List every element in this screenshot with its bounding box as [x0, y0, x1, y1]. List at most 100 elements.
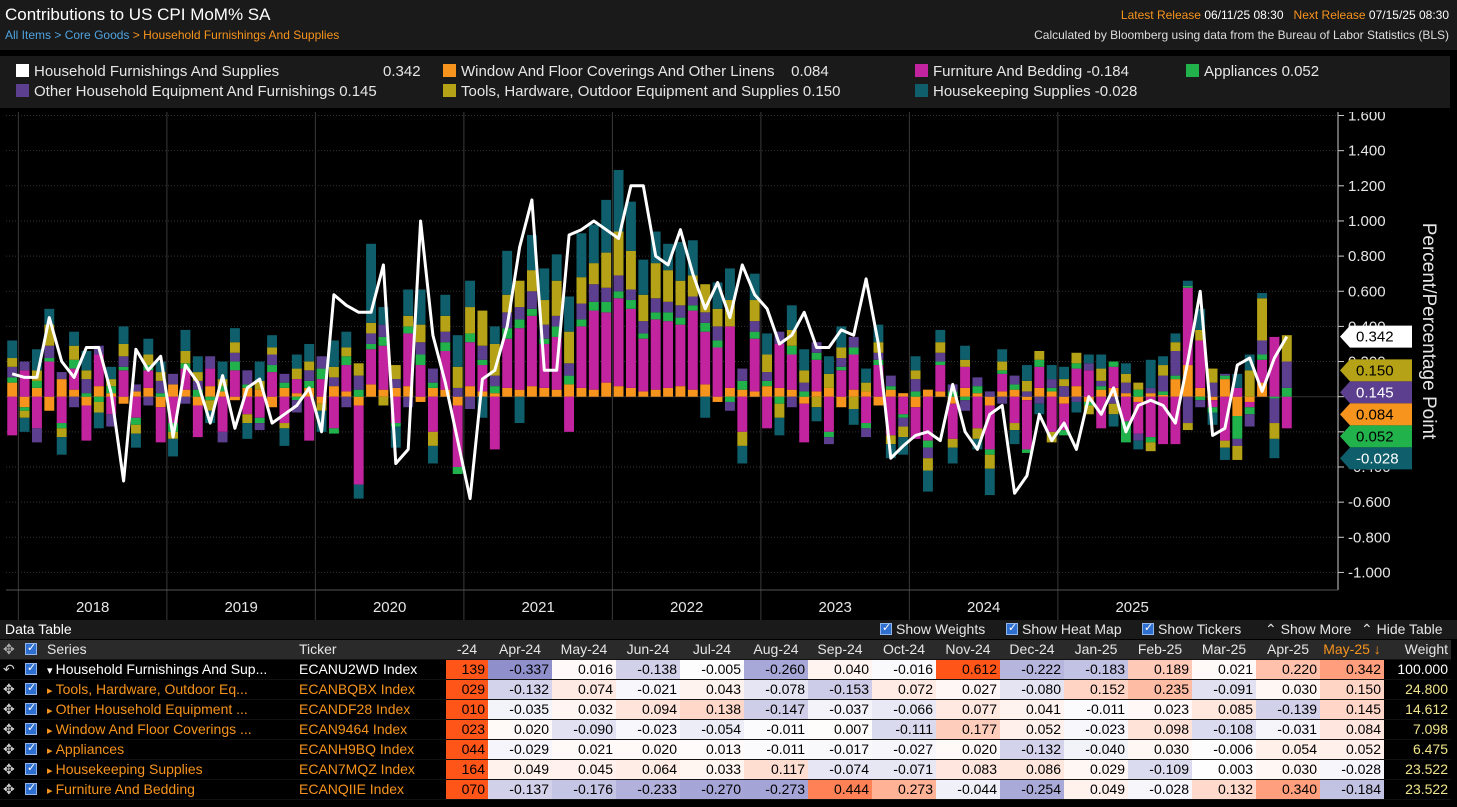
value-cell[interactable]: 0.152	[1064, 679, 1128, 700]
expand-down-icon[interactable]: ▾	[47, 665, 56, 677]
value-cell[interactable]: 0.612	[936, 659, 1000, 680]
value-cell[interactable]: -0.260	[744, 659, 808, 680]
series-cell[interactable]: ▾ Household Furnishings And Sup...	[44, 659, 296, 680]
move-handle-icon[interactable]: ✥	[0, 759, 22, 780]
value-cell[interactable]: -0.021	[616, 679, 680, 700]
value-cell[interactable]: -0.040	[1064, 739, 1128, 760]
expand-right-icon[interactable]: ▸	[47, 745, 56, 757]
value-cell[interactable]: -0.139	[1256, 699, 1320, 720]
value-cell[interactable]: -0.147	[744, 699, 808, 720]
value-cell[interactable]: 0.040	[808, 659, 872, 680]
move-handle-icon[interactable]: ✥	[0, 739, 22, 760]
value-cell[interactable]: -0.132	[1000, 739, 1064, 760]
show-tickers-toggle[interactable]: Show Tickers	[1142, 621, 1241, 637]
value-cell[interactable]: -0.028	[1128, 779, 1192, 800]
column-header-month[interactable]: Oct-24	[872, 640, 936, 660]
row-checkbox[interactable]	[22, 779, 44, 800]
ticker-cell[interactable]: ECANQIIE Index	[296, 779, 446, 800]
value-cell[interactable]: -0.005	[680, 659, 744, 680]
value-cell[interactable]: 0.021	[1192, 659, 1256, 680]
value-cell[interactable]: 0.016	[552, 659, 616, 680]
breadcrumb-all-items[interactable]: All Items	[5, 28, 52, 42]
value-cell[interactable]: 0.003	[1192, 759, 1256, 780]
table-row[interactable]: ✥ ▸ Other Household Equipment ...ECANDF2…	[0, 699, 1451, 720]
value-cell[interactable]: 0.177	[936, 719, 1000, 740]
value-cell[interactable]: 0.032	[552, 699, 616, 720]
value-cell[interactable]: 0.117	[744, 759, 808, 780]
value-cell[interactable]: -0.023	[616, 719, 680, 740]
ticker-cell[interactable]: ECAN9464 Index	[296, 719, 446, 740]
legend-item-housekeeping[interactable]: Housekeeping Supplies -0.028	[915, 83, 1137, 100]
row-checkbox[interactable]	[22, 739, 44, 760]
column-header-month[interactable]: Dec-24	[1000, 640, 1064, 660]
legend-item-window[interactable]: Window And Floor Coverings And Other Lin…	[443, 63, 829, 80]
expand-right-icon[interactable]: ▸	[47, 705, 56, 717]
value-cell[interactable]: 0.043	[680, 679, 744, 700]
table-row[interactable]: ↶ ▾ Household Furnishings And Sup...ECAN…	[0, 659, 1451, 680]
move-handle-icon[interactable]: ✥	[0, 779, 22, 800]
column-header-month[interactable]: Aug-24	[744, 640, 808, 660]
show-more-button[interactable]: ⌃ Show More	[1265, 621, 1351, 638]
value-cell[interactable]: -0.108	[1192, 719, 1256, 740]
value-cell[interactable]: 0.049	[488, 759, 552, 780]
value-cell[interactable]: -0.111	[872, 719, 936, 740]
column-header-month[interactable]: Jan-25	[1064, 640, 1128, 660]
column-header-month[interactable]: May-24	[552, 640, 616, 660]
value-cell[interactable]: 0.041	[1000, 699, 1064, 720]
value-cell[interactable]: -0.270	[680, 779, 744, 800]
column-header-month[interactable]: -24	[446, 640, 488, 660]
show-weights-toggle[interactable]: Show Weights	[880, 621, 985, 637]
show-heat-map-toggle[interactable]: Show Heat Map	[1006, 621, 1122, 637]
value-cell[interactable]: 0.340	[1256, 779, 1320, 800]
value-cell[interactable]: -0.028	[1320, 759, 1384, 780]
column-header-month[interactable]: Nov-24	[936, 640, 1000, 660]
value-cell[interactable]: -0.035	[488, 699, 552, 720]
column-header-month[interactable]: Jul-24	[680, 640, 744, 660]
select-all-checkbox[interactable]	[22, 640, 44, 660]
column-header-ticker[interactable]: Ticker	[296, 640, 446, 660]
column-header-month[interactable]: Feb-25	[1128, 640, 1192, 660]
value-cell[interactable]: 0.083	[936, 759, 1000, 780]
row-checkbox[interactable]	[22, 699, 44, 720]
expand-right-icon[interactable]: ▸	[47, 785, 56, 797]
value-cell[interactable]: -0.137	[488, 779, 552, 800]
breadcrumb-core-goods[interactable]: Core Goods	[64, 28, 130, 42]
column-header-month[interactable]: Sep-24	[808, 640, 872, 660]
value-cell[interactable]: 0.072	[872, 679, 936, 700]
value-cell[interactable]: -0.184	[1320, 779, 1384, 800]
column-header-month[interactable]: Mar-25	[1192, 640, 1256, 660]
value-cell[interactable]: 0.098	[1128, 719, 1192, 740]
row-checkbox[interactable]	[22, 659, 44, 680]
value-cell[interactable]: 0.020	[616, 739, 680, 760]
value-cell[interactable]: 0.094	[616, 699, 680, 720]
ticker-cell[interactable]: ECANH9BQ Index	[296, 739, 446, 760]
value-cell[interactable]: 0.138	[680, 699, 744, 720]
value-cell[interactable]: -0.233	[616, 779, 680, 800]
value-cell[interactable]: 0.021	[552, 739, 616, 760]
value-cell[interactable]: -0.183	[1064, 659, 1128, 680]
value-cell[interactable]: -0.222	[1000, 659, 1064, 680]
value-cell[interactable]: 044	[446, 739, 488, 760]
value-cell[interactable]: -0.080	[1000, 679, 1064, 700]
value-cell[interactable]: 0.030	[1128, 739, 1192, 760]
table-row[interactable]: ✥ ▸ Tools, Hardware, Outdoor Eq...ECANBQ…	[0, 679, 1451, 700]
value-cell[interactable]: -0.023	[1064, 719, 1128, 740]
expand-right-icon[interactable]: ▸	[47, 685, 56, 697]
stacked-bar-chart[interactable]: 2018 2019 2020 2021 2022 2023 2024 2025 1.600 1.4…	[0, 112, 1457, 620]
row-checkbox[interactable]	[22, 759, 44, 780]
series-cell[interactable]: ▸ Housekeeping Supplies	[44, 759, 296, 780]
value-cell[interactable]: 164	[446, 759, 488, 780]
value-cell[interactable]: 0.077	[936, 699, 1000, 720]
value-cell[interactable]: -0.176	[552, 779, 616, 800]
value-cell[interactable]: -0.078	[744, 679, 808, 700]
value-cell[interactable]: -0.109	[1128, 759, 1192, 780]
value-cell[interactable]: 0.049	[1064, 779, 1128, 800]
value-cell[interactable]: 0.052	[1320, 739, 1384, 760]
value-cell[interactable]: -0.016	[872, 659, 936, 680]
value-cell[interactable]: 0.013	[680, 739, 744, 760]
value-cell[interactable]: 0.054	[1256, 739, 1320, 760]
value-cell[interactable]: 0.084	[1320, 719, 1384, 740]
value-cell[interactable]: -0.091	[1192, 679, 1256, 700]
value-cell[interactable]: -0.337	[488, 659, 552, 680]
